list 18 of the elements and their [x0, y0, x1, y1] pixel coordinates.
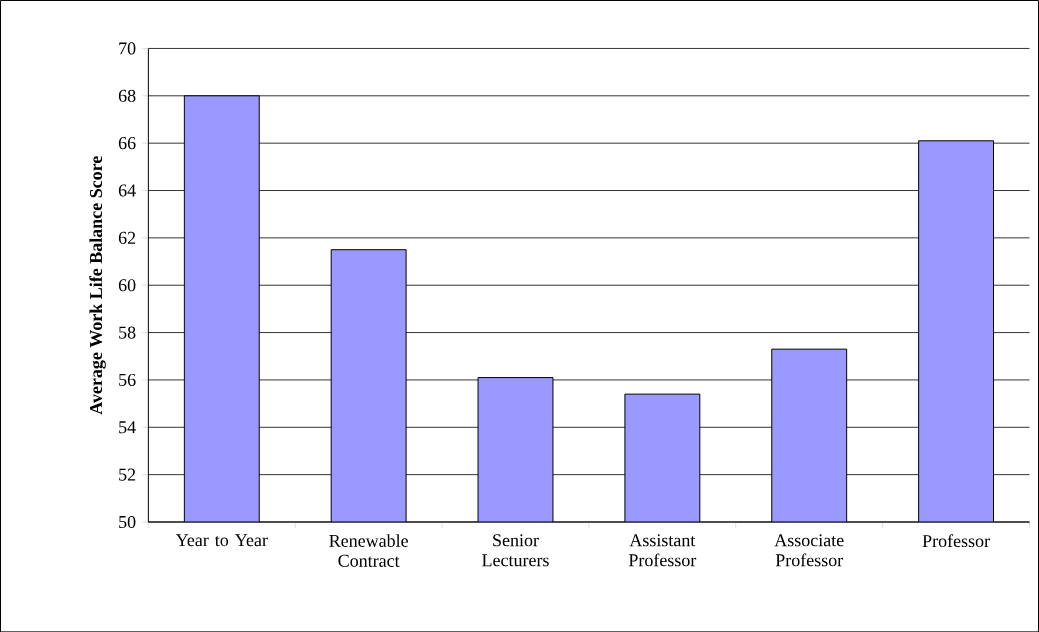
y-tick-label: 60 [118, 278, 136, 292]
y-tick-label: 50 [119, 515, 136, 528]
y-tick-label: 52 [119, 468, 136, 481]
x-tick-label: Senior Lecturers [482, 534, 549, 567]
y-tick-label: 58 [119, 326, 136, 339]
x-tick-label: Assistant Professor [628, 534, 697, 567]
y-tick-label: 70 [119, 42, 136, 55]
y-tick-label: 68 [118, 89, 136, 102]
y-tick-label: 62 [118, 231, 136, 244]
y-tick-label: 64 [118, 184, 136, 197]
x-tick-label: Associate Professor [774, 534, 844, 567]
x-tick-label: Year to Year [175, 534, 268, 547]
y-axis-title: Average Work Life Balance Score [89, 155, 106, 415]
x-tick-label: Professor [922, 534, 990, 547]
y-tick-label: 54 [119, 421, 136, 434]
y-tick-label: 66 [118, 136, 136, 150]
x-tick-label: Renewable Contract [329, 534, 408, 567]
y-tick-label: 56 [119, 373, 136, 386]
